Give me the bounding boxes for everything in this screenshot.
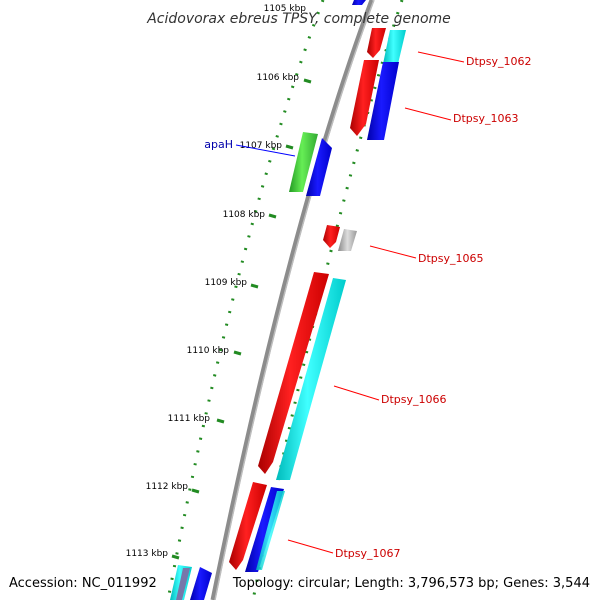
gene-feature-bottom-purple [176,568,190,600]
gene-label-apah: apaH [204,138,233,151]
gene-feature-1062-cyan [383,30,406,64]
genome-summary-text: Topology: circular; Length: 3,796,573 bp… [232,576,590,591]
kbp-label-1107: 1107 kbp [240,141,283,151]
gene-label-dtpsy-1066: Dtpsy_1066 [381,393,447,406]
kbp-label-1109: 1109 kbp [205,278,248,288]
gene-label-dtpsy-1065: Dtpsy_1065 [418,252,484,265]
kbp-label-1112: 1112 kbp [146,482,189,492]
gene-label-dtpsy-1063: Dtpsy_1063 [453,112,519,125]
accession-text: Accession: NC_011992 [9,576,157,591]
major-ticks [171,78,312,560]
gene-feature-1063-blue [367,62,399,140]
label-connectors [235,51,465,554]
gene-label-dtpsy-1062: Dtpsy_1062 [466,55,532,68]
gene-label-dtpsy-1067: Dtpsy_1067 [335,547,401,560]
gene-feature-1067-cyan [256,491,285,570]
gene-feature-1062-red [367,28,386,58]
gene-feature-apaH-blue [306,138,332,196]
kbp-label-1106: 1106 kbp [257,73,300,83]
kbp-label-1105: 1105 kbp [264,4,307,14]
gene-feature-top [352,0,366,5]
gene-feature-1067-red [229,482,267,570]
kbp-label-1110: 1110 kbp [187,346,230,356]
genome-backbone-highlight [214,0,375,600]
gene-labels: Dtpsy_1062 Dtpsy_1063 apaH Dtpsy_1065 Dt… [204,55,531,560]
gene-feature-1066-red [258,272,329,474]
gene-feature-apaH-green [289,132,318,192]
gene-feature-1065-red [323,225,340,248]
gene-feature-1065-gray [338,229,357,251]
gene-feature-1066-cyan [276,278,346,480]
kbp-label-1113: 1113 kbp [126,549,169,559]
kbp-labels: 1105 kbp 1106 kbp 1107 kbp 1108 kbp 1109… [126,4,307,559]
map-title: Acidovorax ebreus TPSY, complete genome [146,11,451,27]
genome-backbone [210,0,375,600]
gene-feature-1063-red [350,60,379,136]
kbp-label-1111: 1111 kbp [168,414,211,424]
gene-feature-bottom-blue [190,567,212,600]
kbp-label-1108: 1108 kbp [223,210,266,220]
